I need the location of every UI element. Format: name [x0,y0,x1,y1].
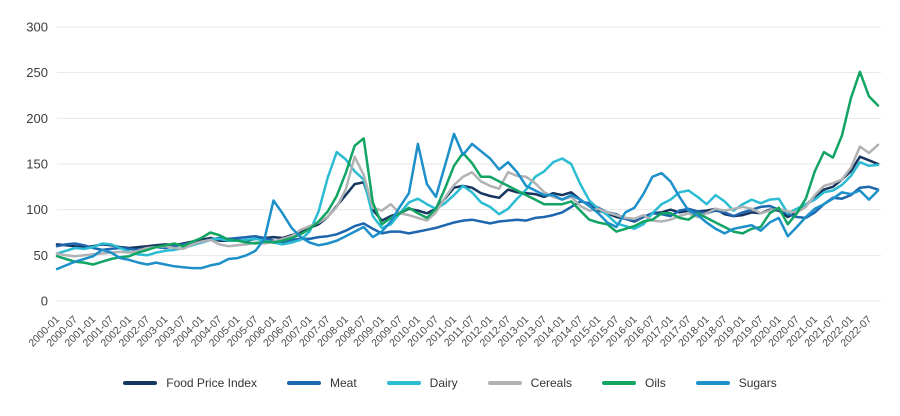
legend-swatch-icon [487,381,522,385]
series-line-oils [55,70,880,266]
legend-label: Oils [645,376,666,390]
series-line-meat [55,185,880,252]
legend-label: Food Price Index [166,376,257,390]
legend-swatch-icon [386,381,421,385]
y-axis-tick-label: 100 [26,202,48,217]
legend-swatch-icon [123,381,158,385]
legend-swatch-icon [602,381,637,385]
legend-item-sugars: Sugars [695,376,777,390]
y-axis-tick-label: 250 [26,65,48,80]
legend-item-food-price-index: Food Price Index [123,376,257,390]
y-axis-tick-label: 300 [26,20,48,35]
legend-item-dairy: Dairy [386,376,458,390]
series-line-food-price-index [55,155,880,250]
legend-item-cereals: Cereals [487,376,573,390]
legend-swatch-icon [695,381,730,385]
y-axis-tick-label: 0 [41,294,48,309]
legend-item-oils: Oils [602,376,666,390]
legend-label: Cereals [530,376,573,390]
series-line-dairy [55,150,880,257]
legend-swatch-icon [286,381,321,385]
legend-label: Sugars [738,376,777,390]
y-axis-tick-label: 200 [26,111,48,126]
y-axis-tick-label: 150 [26,157,48,172]
y-axis-tick-label: 50 [34,248,48,263]
legend-label: Meat [329,376,357,390]
chart-legend: Food Price Index Meat Dairy Cereals Oils Suga… [0,376,900,390]
series-line-cereals [55,143,880,258]
legend-item-meat: Meat [286,376,357,390]
series-line-sugars [55,132,880,271]
line-chart: 0501001502002503002000-012000-072001-012… [26,20,881,349]
legend-label: Dairy [429,376,458,390]
